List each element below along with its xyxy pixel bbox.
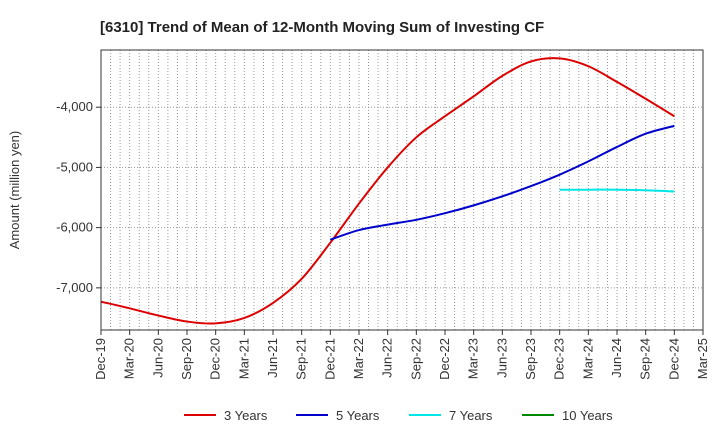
x-tick-label: Sep-24 xyxy=(638,338,653,380)
y-tick-label: -4,000 xyxy=(56,99,93,114)
legend-label-10-years: 10 Years xyxy=(562,408,613,423)
x-tick-label: Mar-20 xyxy=(122,338,137,379)
x-tick-label: Mar-25 xyxy=(695,338,710,379)
x-tick-label: Sep-22 xyxy=(408,338,423,380)
x-tick-label: Jun-21 xyxy=(265,338,280,378)
x-tick-label: Sep-23 xyxy=(523,338,538,380)
plot-frame xyxy=(100,49,704,331)
series-line-7-years xyxy=(559,188,675,193)
y-tick-label: -7,000 xyxy=(56,280,93,295)
x-tick-label: Mar-24 xyxy=(580,338,595,379)
x-tick-label: Dec-22 xyxy=(437,338,452,380)
y-tick-label: -6,000 xyxy=(56,220,93,235)
x-tick-label: Dec-23 xyxy=(552,338,567,380)
series-line-5-years xyxy=(330,124,675,241)
series-line-3-years xyxy=(100,57,675,325)
x-axis-ticks: Dec-19 Mar-20 Jun-20 Sep-20 Dec-20 Mar-21 Jun-… xyxy=(93,330,710,380)
x-tick-label: Mar-23 xyxy=(466,338,481,379)
x-tick-label: Jun-22 xyxy=(380,338,395,378)
legend-label-5-years: 5 Years xyxy=(336,408,380,423)
x-tick-label: Sep-20 xyxy=(179,338,194,380)
y-tick-label: -5,000 xyxy=(56,159,93,174)
x-tick-label: Dec-20 xyxy=(208,338,223,380)
x-tick-label: Mar-21 xyxy=(236,338,251,379)
x-tick-label: Mar-22 xyxy=(351,338,366,379)
legend-label-7-years: 7 Years xyxy=(449,408,493,423)
x-tick-label: Jun-24 xyxy=(609,338,624,378)
chart-title: [6310] Trend of Mean of 12-Month Moving … xyxy=(100,19,544,36)
legend: 3 Years 5 Years 7 Years 10 Years xyxy=(184,408,613,423)
x-tick-label: Jun-20 xyxy=(150,338,165,378)
x-tick-label: Sep-21 xyxy=(294,338,309,380)
y-axis-label: Amount (million yen) xyxy=(7,131,22,250)
series-layer xyxy=(100,57,675,325)
x-tick-label: Dec-19 xyxy=(93,338,108,380)
x-tick-label: Dec-24 xyxy=(666,338,681,380)
y-axis-ticks: -7,000 -6,000 -5,000 -4,000 xyxy=(56,99,101,295)
x-tick-label: Dec-21 xyxy=(322,338,337,380)
legend-label-3-years: 3 Years xyxy=(224,408,268,423)
x-tick-label: Jun-23 xyxy=(494,338,509,378)
